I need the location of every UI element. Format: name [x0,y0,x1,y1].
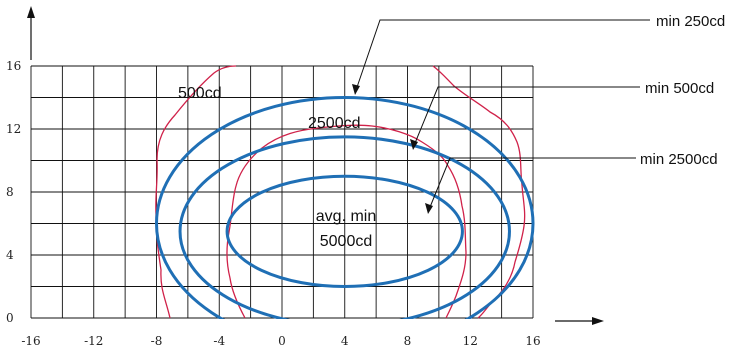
y-tick-label: 8 [6,185,14,199]
leader-min-500-head [410,139,418,150]
leader-min-250-head [352,84,360,95]
y-tick-labels: 0 4 8 12 16 [6,59,21,325]
x-tick-label: 0 [278,334,286,348]
x-tick-label: -8 [151,334,163,348]
y-tick-label: 12 [6,122,21,136]
callout-min-2500-text: min 2500cd [640,151,718,168]
y-tick-label: 16 [6,59,21,73]
callout-min-250-text: min 250cd [656,13,725,30]
callout-min-500-text: min 500cd [645,80,714,97]
x-tick-labels: -16 -12 -8 -4 0 4 8 12 16 [21,334,540,348]
ellipse-min-2500 [225,174,464,288]
requirement-ellipses [155,96,535,319]
leader-min-2500-head [425,203,433,214]
label-2500cd: 2500cd [308,115,361,132]
leader-min-2500 [427,157,636,213]
x-tick-label: 16 [525,334,540,348]
ellipse-min-250 [155,96,535,319]
x-tick-label: -12 [84,334,103,348]
measured-contour-2500cd [226,124,467,319]
x-tick-label: 4 [341,334,349,348]
ellipse-min-500 [178,135,511,319]
x-tick-label: -4 [213,334,225,348]
leader-min-500 [412,86,640,149]
label-5000cd: 5000cd [320,233,373,250]
label-avg-min: avg. min [316,208,376,225]
y-tick-label: 0 [6,311,14,325]
x-tick-label: -16 [21,334,40,348]
y-tick-label: 4 [6,248,14,262]
x-tick-label: 12 [463,334,478,348]
leader-min-250 [354,19,650,94]
x-tick-label: 8 [404,334,412,348]
callout-lines [352,19,650,214]
y-axis-arrow [27,6,35,60]
x-axis-arrow [555,317,604,325]
label-500cd: 500cd [178,85,222,102]
